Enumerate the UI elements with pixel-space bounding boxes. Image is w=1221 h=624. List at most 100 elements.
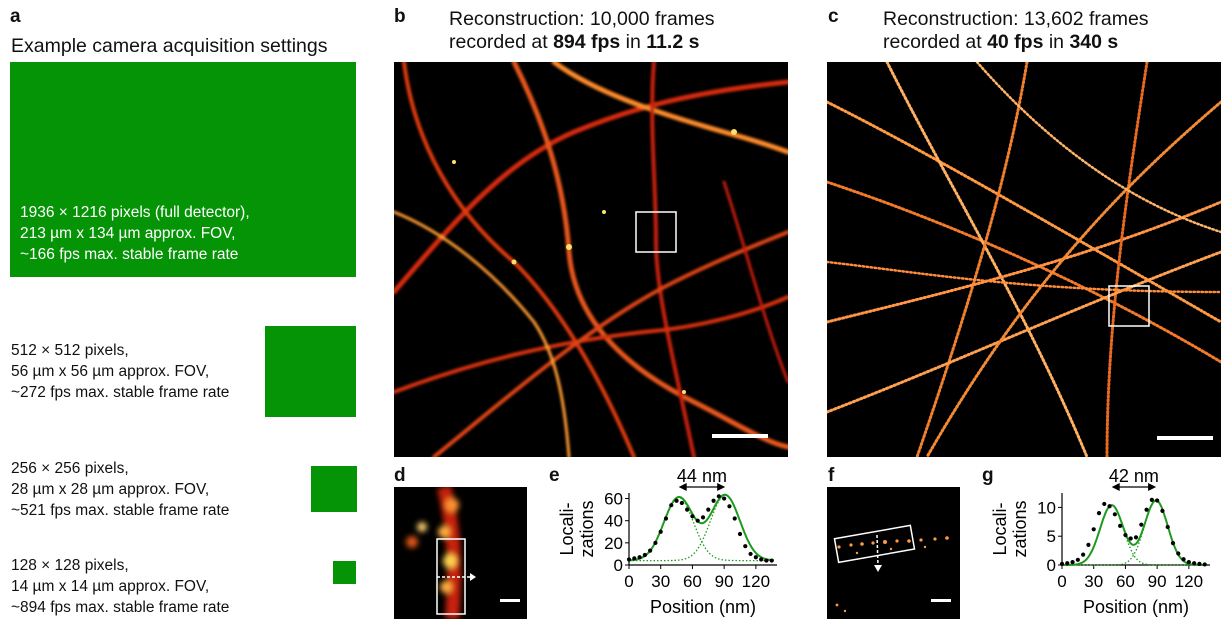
arrowhead-left <box>1111 483 1120 491</box>
data-point <box>743 544 748 549</box>
x-tick-label: 90 <box>715 572 734 591</box>
data-point <box>1165 524 1170 530</box>
box-256 <box>311 466 357 512</box>
data-point <box>1102 501 1107 507</box>
panel-a-title: Example camera acquisition settings <box>11 35 328 57</box>
data-point <box>1065 561 1070 566</box>
data-point <box>674 498 679 503</box>
line-profile-box-f <box>833 524 916 564</box>
data-point <box>669 503 674 508</box>
data-point <box>727 504 732 509</box>
reconstruction-image-c <box>825 60 1221 459</box>
y-tick-label: 20 <box>604 534 623 553</box>
double-gaussian-fit <box>629 493 774 562</box>
x-axis-label: Position (nm) <box>650 597 756 617</box>
panel-label-c: c <box>828 6 839 27</box>
setting-128-text: 128 × 128 pixels, 14 µm x 14 µm approx. … <box>11 557 230 616</box>
data-point <box>1118 523 1123 528</box>
arrowhead-left <box>678 483 687 491</box>
setting-256-text: 256 × 256 pixels, 28 µm x 28 µm approx. … <box>11 460 230 519</box>
scale-bar-c <box>1157 436 1213 440</box>
data-point <box>716 494 721 499</box>
arrowhead-right <box>1148 483 1157 491</box>
roi-box-c <box>1108 285 1150 327</box>
line-profile-chart-g: 0 30 60 90 120 0 5 10 Position (nm) Locali-zation… <box>990 466 1210 617</box>
data-point <box>706 507 711 512</box>
box-512 <box>265 326 356 417</box>
data-point <box>1070 560 1075 565</box>
data-point <box>1186 560 1191 565</box>
panel-label-d: d <box>394 465 406 486</box>
data-point <box>1075 557 1080 562</box>
y-axis-label: Locali-zations <box>557 500 597 557</box>
zoom-d-graphic <box>406 485 520 620</box>
y-tick-label: 40 <box>604 512 623 531</box>
x-tick-label: 0 <box>624 572 633 591</box>
reconstruction-image-b <box>391 59 791 459</box>
y-axis-label: Locali-zations <box>990 500 1030 557</box>
data-point <box>632 556 637 561</box>
zoom-image-d <box>394 485 527 620</box>
data-point <box>1133 535 1139 540</box>
y-tick-label: 0 <box>1047 556 1056 575</box>
zoom-f-graphic <box>833 524 951 613</box>
data-point <box>1112 512 1117 517</box>
data-point <box>663 516 669 521</box>
data-point <box>626 557 632 562</box>
data-point <box>1202 562 1207 567</box>
scale-bar-d <box>500 599 520 602</box>
data-point <box>737 531 743 537</box>
distance-annotation: 44 nm <box>677 466 727 486</box>
data-point <box>1128 536 1133 541</box>
data-point <box>658 529 663 534</box>
scale-bar-f <box>931 599 951 602</box>
data-point <box>1081 552 1086 557</box>
x-tick-label: 90 <box>1148 572 1167 591</box>
panel-label-b: b <box>394 6 406 27</box>
y-tick-label: 5 <box>1047 527 1056 546</box>
panel-label-a: a <box>10 6 21 27</box>
data-point <box>695 518 700 523</box>
data-point <box>685 507 690 512</box>
data-point <box>653 540 658 545</box>
data-point <box>753 555 758 560</box>
x-tick-label: 60 <box>1116 572 1135 591</box>
setting-full-text: 1936 × 1216 pixels (full detector), 213 … <box>20 204 250 263</box>
data-point <box>690 514 695 519</box>
panel-label-g: g <box>982 465 994 486</box>
data-point <box>764 558 769 563</box>
data-point <box>1192 561 1197 566</box>
data-point <box>1181 557 1186 562</box>
data-point <box>1197 561 1202 566</box>
profile-arrow-d <box>470 573 476 581</box>
data-point <box>1176 551 1181 556</box>
data-point <box>1155 498 1160 503</box>
distance-annotation: 42 nm <box>1109 466 1159 486</box>
data-point <box>700 515 706 520</box>
panel-label-f: f <box>828 465 835 486</box>
data-point <box>1170 541 1176 546</box>
x-tick-label: 30 <box>1084 572 1103 591</box>
arrowhead-right <box>717 483 726 491</box>
x-tick-label: 120 <box>1175 572 1203 591</box>
data-point <box>1139 522 1144 527</box>
data-point <box>711 498 716 503</box>
data-point <box>1144 507 1149 512</box>
data-point <box>732 516 737 521</box>
data-point <box>637 555 642 560</box>
data-point <box>1096 511 1102 516</box>
panel-c-title: Reconstruction: 13,602 frames recorded a… <box>883 8 1149 53</box>
data-point <box>1160 508 1165 513</box>
data-point <box>722 496 727 501</box>
data-point <box>759 557 764 562</box>
panel-b-title: Reconstruction: 10,000 frames recorded a… <box>449 8 715 53</box>
x-tick-label: 0 <box>1057 572 1066 591</box>
full-detector-box <box>10 62 356 277</box>
data-point <box>1123 532 1128 538</box>
data-point <box>769 558 774 563</box>
y-tick-label: 10 <box>1037 498 1056 517</box>
y-tick-label: 60 <box>604 490 623 509</box>
data-point <box>648 548 653 553</box>
box-128 <box>333 561 356 584</box>
